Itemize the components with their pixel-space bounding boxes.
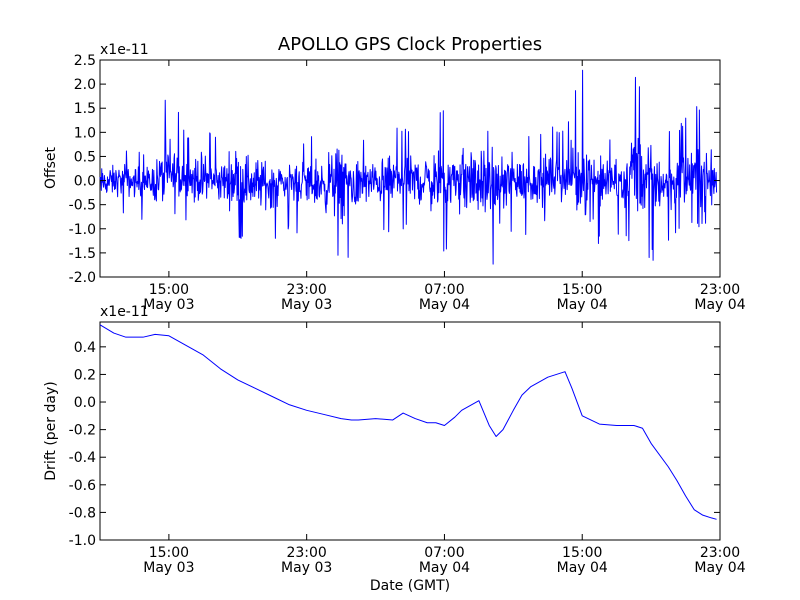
drift-multiplier-label: x1e-11 xyxy=(100,304,149,320)
x-tick-date-label: May 04 xyxy=(694,560,745,576)
x-tick-time-label: 23:00 xyxy=(286,282,326,298)
x-tick-time-label: 15:00 xyxy=(149,282,189,298)
x-tick-time-label: 15:00 xyxy=(562,545,602,561)
x-tick-time-label: 07:00 xyxy=(424,282,464,298)
x-tick-date-label: May 04 xyxy=(419,297,470,313)
chart-title: APOLLO GPS Clock Properties xyxy=(278,34,542,55)
x-tick-time-label: 15:00 xyxy=(149,545,189,561)
offset-plot-area xyxy=(99,69,718,265)
drift-x-axis-label: Date (GMT) xyxy=(370,578,450,594)
y-tick-label: -1.5 xyxy=(69,246,96,262)
x-tick-date-label: May 04 xyxy=(419,560,470,576)
y-tick-label: 2.5 xyxy=(74,53,96,69)
y-tick-label: 0.5 xyxy=(74,149,96,165)
x-tick-date-label: May 03 xyxy=(143,297,194,313)
drift-plot-frame xyxy=(99,321,721,541)
y-tick-label: 1.5 xyxy=(74,101,96,117)
x-tick-date-label: May 03 xyxy=(281,560,332,576)
drift-series-line xyxy=(99,324,717,520)
y-tick-label: -0.8 xyxy=(69,505,96,521)
x-tick-time-label: 07:00 xyxy=(424,545,464,561)
drift-plot-area xyxy=(99,324,717,520)
x-tick-date-label: May 04 xyxy=(694,297,745,313)
offset-y-axis-label: Offset xyxy=(43,146,59,189)
y-tick-label: -0.6 xyxy=(69,478,96,494)
drift-y-axis-label: Drift (per day) xyxy=(43,381,59,480)
y-tick-label: 0.0 xyxy=(74,395,96,411)
offset-multiplier-label: x1e-11 xyxy=(100,42,149,58)
y-tick-label: 2.0 xyxy=(74,77,96,93)
y-tick-label: 0.4 xyxy=(74,340,96,356)
y-tick-label: -2.0 xyxy=(69,270,96,286)
y-tick-label: -1.0 xyxy=(69,222,96,238)
x-tick-time-label: 15:00 xyxy=(562,282,602,298)
y-tick-label: -0.2 xyxy=(69,423,96,439)
x-tick-date-label: May 04 xyxy=(557,297,608,313)
x-tick-date-label: May 04 xyxy=(557,560,608,576)
x-tick-time-label: 23:00 xyxy=(700,282,740,298)
y-tick-label: -0.5 xyxy=(69,198,96,214)
offset-series-line xyxy=(99,69,718,265)
offset-y-ticks: -2.0 -1.5 -1.0 -0.5 0.0 0.5 1.0 1.5 2.0 2.5 xyxy=(69,53,720,286)
y-tick-label: 0.2 xyxy=(74,367,96,383)
x-tick-time-label: 23:00 xyxy=(700,545,740,561)
x-tick-date-label: May 03 xyxy=(143,560,194,576)
y-tick-label: -0.4 xyxy=(69,450,96,466)
y-tick-label: -1.0 xyxy=(69,533,96,549)
x-tick-time-label: 23:00 xyxy=(286,545,326,561)
y-tick-label: 0.0 xyxy=(74,174,96,190)
x-tick-date-label: May 03 xyxy=(281,297,332,313)
y-tick-label: 1.0 xyxy=(74,125,96,141)
drift-y-ticks: -1.0 -0.8 -0.6 -0.4 -0.2 0.0 0.2 0.4 xyxy=(69,340,720,549)
